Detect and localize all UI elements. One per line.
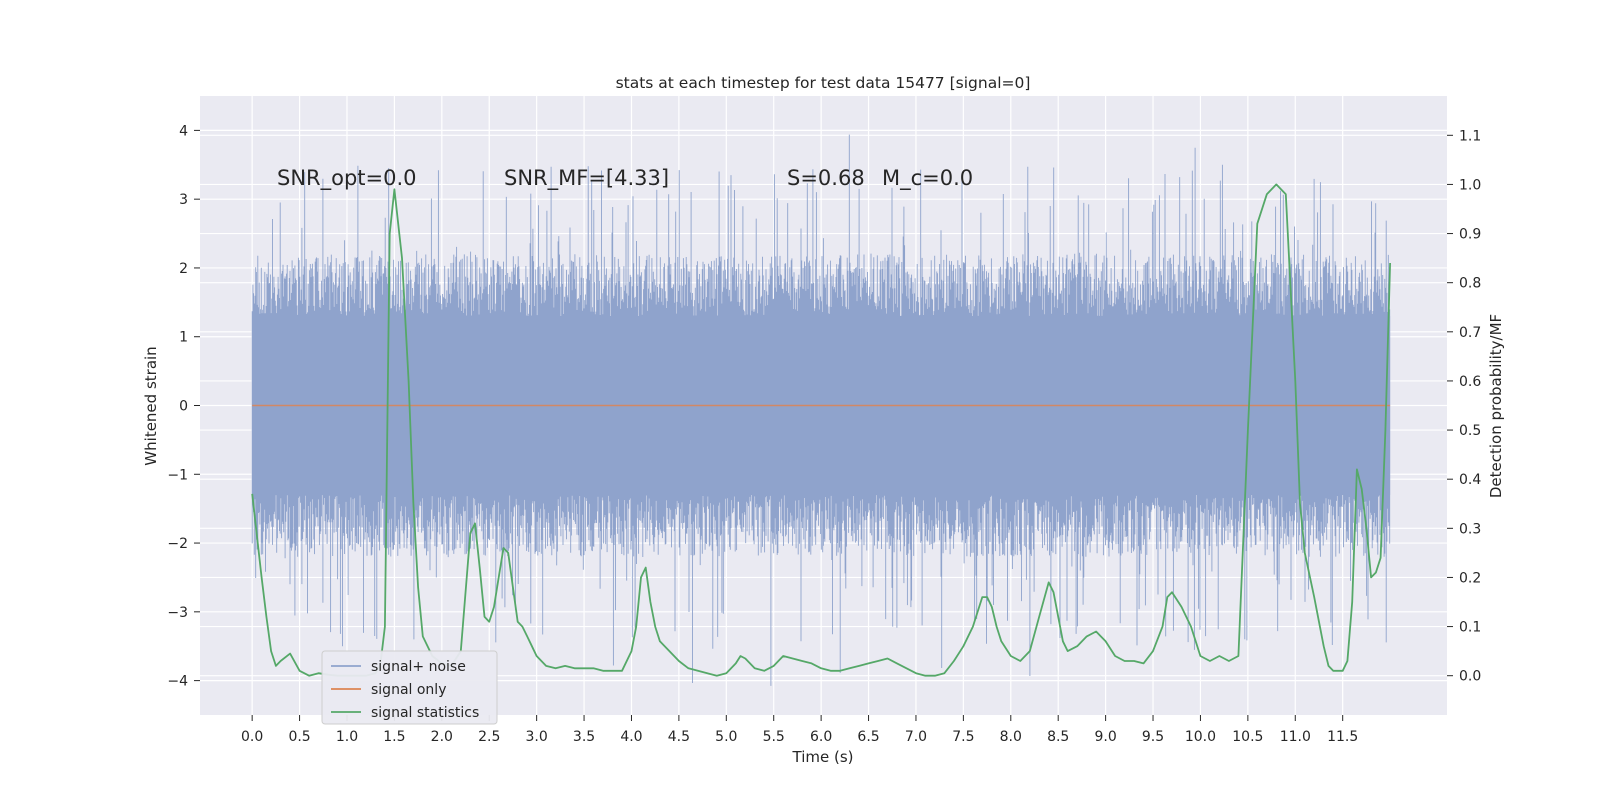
legend-box — [321, 650, 498, 725]
legend-label: signal only — [371, 682, 446, 698]
x-tick-label: 11.0 — [1280, 729, 1311, 745]
y2-tick-label: 1.0 — [1459, 177, 1481, 193]
x-tick-label: 2.0 — [431, 729, 453, 745]
x-axis-label: Time (s) — [792, 748, 854, 766]
y-tick-label: 3 — [179, 192, 188, 208]
y-axis-label: Whitened strain — [142, 346, 160, 465]
x-tick-label: 0.5 — [288, 729, 310, 745]
x-tick-label: 1.0 — [336, 729, 358, 745]
x-tick-label: 11.5 — [1327, 729, 1358, 745]
y-tick-label: 4 — [179, 123, 188, 139]
y-tick-label: 1 — [179, 330, 188, 346]
x-tick-label: 4.5 — [668, 729, 690, 745]
y2-tick-label: 0.0 — [1459, 669, 1481, 685]
y-axis-ticks: 4 3 2 1 0 −1 −2 −3 −4 — [167, 123, 200, 690]
noise-trace — [251, 134, 1391, 686]
x-tick-label: 1.5 — [383, 729, 405, 745]
annotations: SNR_opt=0.0 SNR_MF=[4.33] S=0.68 M_c=0.0 — [277, 166, 973, 191]
x-tick-label: 6.0 — [810, 729, 832, 745]
y2-tick-label: 1.1 — [1459, 128, 1481, 144]
x-tick-label: 10.5 — [1232, 729, 1263, 745]
y2-tick-label: 0.5 — [1459, 423, 1481, 439]
y2-axis-label: Detection probability/MF — [1487, 314, 1505, 498]
x-tick-label: 8.5 — [1047, 729, 1069, 745]
x-tick-label: 5.5 — [763, 729, 785, 745]
y2-tick-label: 0.1 — [1459, 620, 1481, 636]
y-tick-label: 0 — [179, 399, 188, 415]
x-tick-label: 7.0 — [905, 729, 927, 745]
chart-title: stats at each timestep for test data 154… — [616, 74, 1031, 92]
y-tick-label: −4 — [167, 674, 188, 690]
annotation-s: S=0.68 — [787, 166, 865, 190]
annotation-snr-mf: SNR_MF=[4.33] — [504, 166, 669, 191]
x-tick-label: 2.5 — [478, 729, 500, 745]
y2-tick-label: 0.8 — [1459, 276, 1481, 292]
x-axis-ticks: 0.0 0.5 1.0 1.5 2.0 2.5 3.0 3.5 4.0 4.5 5.0 5.5 6.0 6… — [241, 715, 1358, 745]
y2-tick-label: 0.9 — [1459, 227, 1481, 243]
x-tick-label: 6.5 — [857, 729, 879, 745]
y2-tick-label: 0.3 — [1459, 521, 1481, 537]
y2-axis-ticks: 1.1 1.0 0.9 0.8 0.7 0.6 0.5 0.4 0.3 0.2 0.1 0.0 — [1447, 128, 1481, 685]
annotation-mc: M_c=0.0 — [882, 166, 973, 191]
y-tick-label: −3 — [167, 605, 188, 621]
x-tick-label: 8.0 — [1000, 729, 1022, 745]
legend-label: signal statistics — [371, 705, 479, 721]
x-tick-label: 9.0 — [1094, 729, 1116, 745]
annotation-snr-opt: SNR_opt=0.0 — [277, 166, 417, 191]
y-tick-label: −1 — [167, 467, 188, 483]
x-tick-label: 3.0 — [526, 729, 548, 745]
legend: signal+ noise signal only signal statistic… — [321, 650, 498, 725]
y2-tick-label: 0.7 — [1459, 325, 1481, 341]
y2-tick-label: 0.4 — [1459, 472, 1481, 488]
x-tick-label: 0.0 — [241, 729, 263, 745]
legend-label: signal+ noise — [371, 659, 466, 675]
x-tick-label: 10.0 — [1185, 729, 1216, 745]
x-tick-label: 7.5 — [952, 729, 974, 745]
y2-tick-label: 0.2 — [1459, 570, 1481, 586]
y-tick-label: −2 — [167, 536, 188, 552]
y-tick-label: 2 — [179, 261, 188, 277]
x-tick-label: 5.0 — [715, 729, 737, 745]
x-tick-label: 9.5 — [1142, 729, 1164, 745]
x-tick-label: 4.0 — [620, 729, 642, 745]
y2-tick-label: 0.6 — [1459, 374, 1481, 390]
x-tick-label: 3.5 — [573, 729, 595, 745]
